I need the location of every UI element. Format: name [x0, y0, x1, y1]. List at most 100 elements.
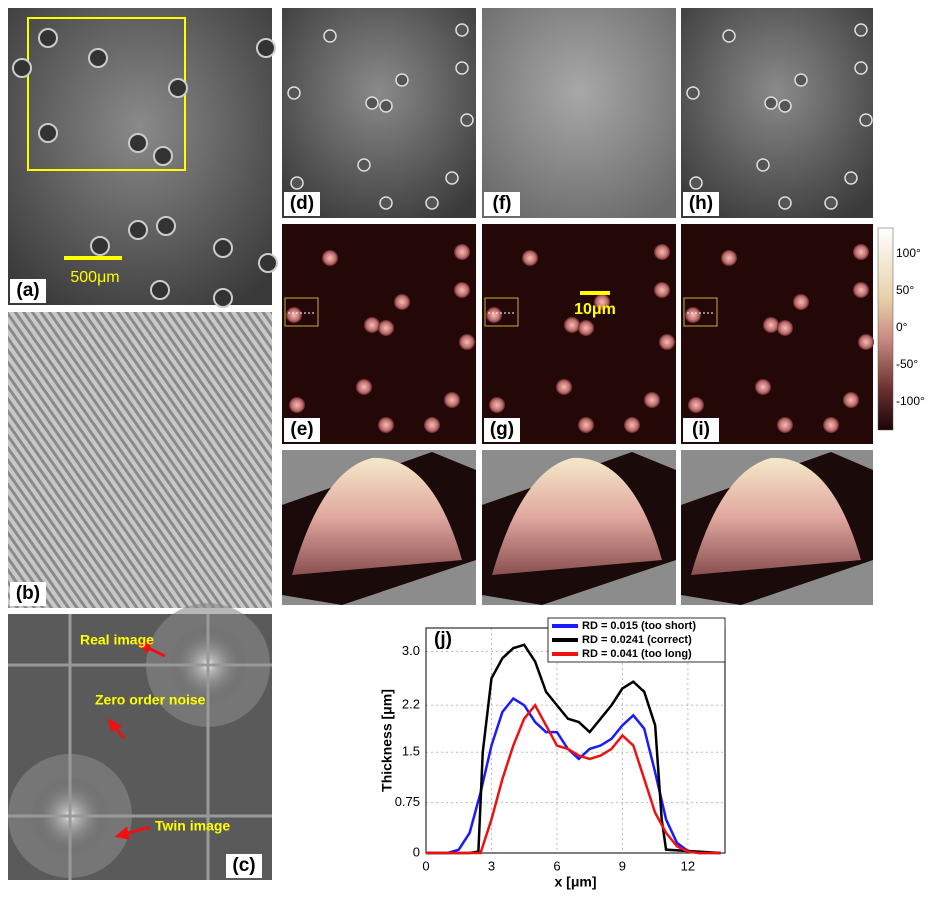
cell: [424, 417, 440, 433]
cell: [90, 236, 110, 256]
cell: [444, 392, 460, 408]
cell: [689, 176, 703, 190]
cell: [364, 317, 380, 333]
cell: [379, 196, 393, 210]
panel-label-bg: [284, 418, 320, 442]
micrograph-a: [8, 8, 272, 305]
cell: [777, 320, 793, 336]
panel-label-bg: [10, 279, 46, 303]
micrograph: [282, 8, 476, 218]
panel-label-bg: [484, 418, 520, 442]
cell: [394, 294, 410, 310]
cell: [824, 196, 838, 210]
micrograph: [482, 8, 676, 218]
cell: [522, 250, 538, 266]
cell: [455, 61, 469, 75]
panel-label: (j): [434, 629, 452, 650]
legend-label: RD = 0.0241 (correct): [582, 634, 692, 646]
cell: [459, 334, 475, 350]
cell: [356, 379, 372, 395]
cell: [823, 417, 839, 433]
fft-label: Twin image: [155, 818, 230, 834]
cell: [455, 23, 469, 37]
cell: [489, 397, 505, 413]
scale-label: 10μm: [574, 301, 616, 318]
cell: [88, 48, 108, 68]
cell: [357, 158, 371, 172]
fft-label: Zero order noise: [95, 692, 206, 708]
panel-label: (f): [493, 193, 512, 214]
cell: [755, 379, 771, 395]
cell: [578, 417, 594, 433]
cell: [150, 280, 170, 300]
cell: [794, 73, 808, 87]
y-tick-label: 0.75: [395, 794, 420, 809]
panel-label: (c): [232, 855, 255, 876]
y-tick-label: 1.5: [402, 744, 420, 759]
cell-dome: [492, 457, 662, 575]
y-tick-label: 2.2: [402, 697, 420, 712]
cell: [793, 294, 809, 310]
cell: [854, 61, 868, 75]
cell: [153, 146, 173, 166]
x-tick-label: 12: [681, 858, 695, 873]
cell: [168, 78, 188, 98]
cell: [859, 113, 873, 127]
cell: [688, 397, 704, 413]
cell: [756, 158, 770, 172]
cell: [624, 417, 640, 433]
cell: [486, 307, 502, 323]
cell: [378, 417, 394, 433]
cell: [289, 397, 305, 413]
cell: [323, 29, 337, 43]
cell: [156, 216, 176, 236]
image-panels: [8, 8, 894, 880]
line: [426, 696, 721, 855]
micrograph: [681, 8, 873, 218]
cell: [258, 253, 278, 273]
panel-label: (b): [16, 583, 40, 604]
cell-dome: [292, 457, 462, 575]
line: [426, 643, 721, 855]
colorbar-tick: 50°: [896, 283, 914, 297]
phase-map: [681, 224, 873, 444]
legend-label: RD = 0.015 (too short): [582, 620, 696, 632]
panel-label-bg: [484, 192, 520, 216]
cell: [778, 196, 792, 210]
cell: [12, 58, 32, 78]
roi-box: [484, 297, 519, 327]
panel-label: (h): [689, 193, 713, 214]
panel-label-bg: [226, 854, 262, 878]
x-tick-label: 6: [553, 858, 560, 873]
cell: [644, 392, 660, 408]
cell: [654, 244, 670, 260]
cell: [379, 99, 393, 113]
cell-dome: [691, 457, 861, 575]
cell: [654, 282, 670, 298]
cell: [556, 379, 572, 395]
cell: [853, 244, 869, 260]
legend-label: RD = 0.041 (too long): [582, 648, 692, 660]
cell: [454, 244, 470, 260]
colorbar-tick: -100°: [896, 394, 925, 408]
panel-label: (d): [290, 193, 314, 214]
cell: [763, 317, 779, 333]
panel-label-bg: [10, 582, 46, 606]
cell: [365, 96, 379, 110]
cell: [764, 96, 778, 110]
cell: [445, 171, 459, 185]
cell: [777, 417, 793, 433]
labels: (a) (b) (c) (d) (e) (f) (g) (h) (i) 500μm 10μm Real…: [10, 192, 925, 878]
cell: [843, 392, 859, 408]
cell: [128, 220, 148, 240]
colorbar-tick: 0°: [896, 320, 908, 334]
panel-label: (i): [692, 419, 710, 440]
cell: [686, 86, 700, 100]
panel-label-bg: [284, 192, 320, 216]
cell: [685, 307, 701, 323]
roi-box: [284, 297, 319, 327]
phase-map: [282, 224, 476, 444]
cell: [564, 317, 580, 333]
cell: [721, 250, 737, 266]
